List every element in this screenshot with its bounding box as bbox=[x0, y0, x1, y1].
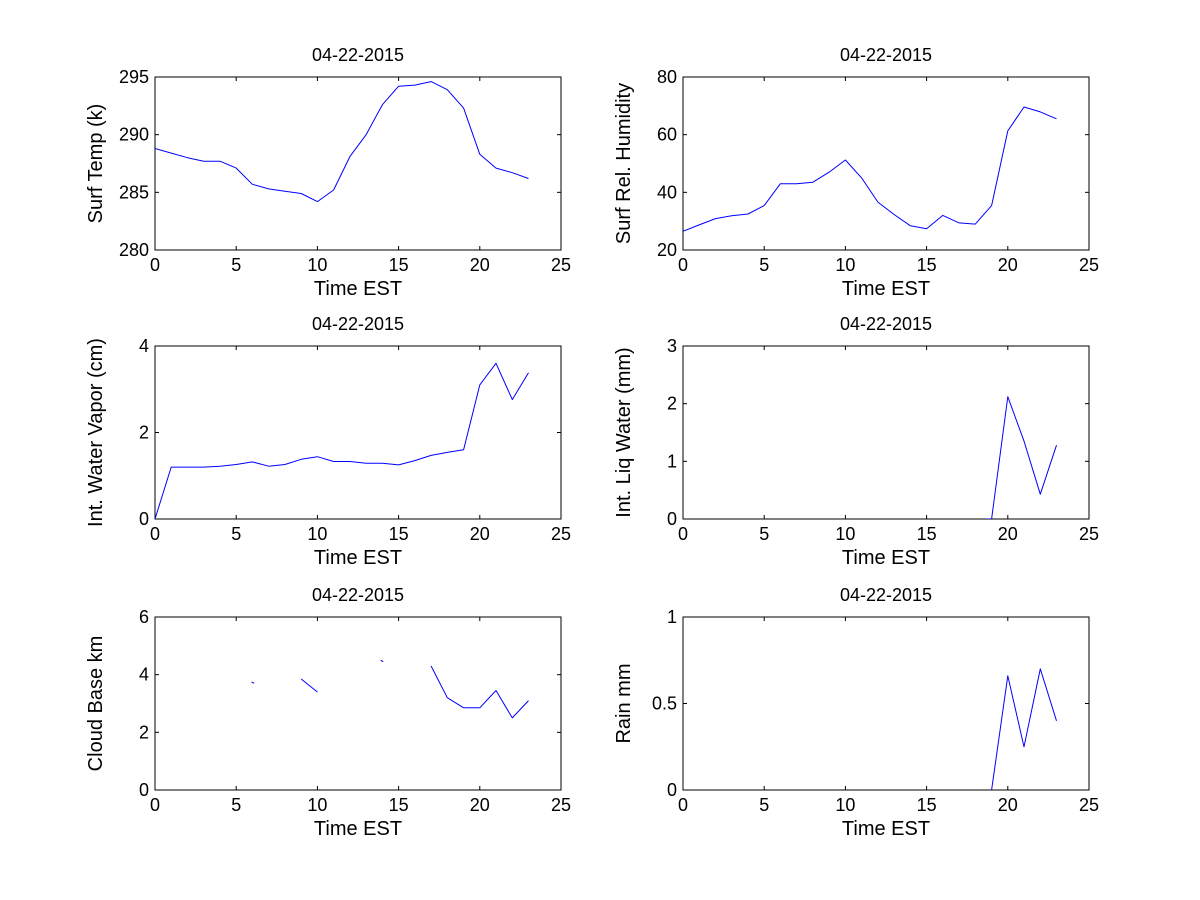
y-tick-label: 0 bbox=[667, 780, 677, 800]
y-tick-label: 4 bbox=[139, 336, 149, 356]
y-axis-label: Cloud Base km bbox=[85, 636, 107, 772]
x-tick-label: 15 bbox=[389, 255, 409, 275]
y-tick-label: 4 bbox=[139, 665, 149, 685]
x-tick-label: 10 bbox=[835, 524, 855, 544]
x-tick-label: 20 bbox=[470, 795, 490, 815]
y-tick-label: 6 bbox=[139, 607, 149, 627]
y-tick-label: 1 bbox=[667, 451, 677, 471]
x-tick-label: 25 bbox=[551, 255, 571, 275]
series-segment bbox=[430, 665, 529, 719]
subplot-2: 0 5 10 15 20 25 20 40 60 80 04-22-2015 Time EST Surf… bbox=[613, 45, 1099, 300]
x-tick-label: 0 bbox=[150, 524, 160, 544]
subplot-title: 04-22-2015 bbox=[840, 314, 932, 334]
y-axis-label: Int. Water Vapor (cm) bbox=[85, 338, 107, 527]
x-tick-label: 20 bbox=[998, 524, 1018, 544]
y-tick-label: 290 bbox=[119, 125, 149, 145]
x-axis-label: Time EST bbox=[314, 547, 402, 569]
x-tick-label: 5 bbox=[231, 524, 241, 544]
x-tick-label: 15 bbox=[389, 524, 409, 544]
x-axis-label: Time EST bbox=[842, 278, 930, 300]
y-tick-label: 0 bbox=[139, 509, 149, 529]
y-tick-label: 285 bbox=[119, 182, 149, 202]
y-tick-label: 280 bbox=[119, 240, 149, 260]
x-tick-label: 5 bbox=[759, 795, 769, 815]
x-tick-label: 20 bbox=[470, 255, 490, 275]
y-tick-label: 295 bbox=[119, 67, 149, 87]
x-axis-label: Time EST bbox=[842, 818, 930, 840]
y-tick-label: 0 bbox=[667, 509, 677, 529]
x-tick-label: 20 bbox=[470, 524, 490, 544]
x-tick-label: 10 bbox=[307, 255, 327, 275]
x-tick-label: 10 bbox=[307, 524, 327, 544]
series-line bbox=[155, 81, 529, 203]
subplot-title: 04-22-2015 bbox=[312, 45, 404, 65]
x-tick-label: 10 bbox=[835, 795, 855, 815]
subplot-title: 04-22-2015 bbox=[840, 45, 932, 65]
y-axis-label: Surf Rel. Humidity bbox=[613, 83, 635, 244]
subplot-6: 0 5 10 15 20 25 0 0.5 1 04-22-2015 Time EST Rain mm bbox=[613, 585, 1099, 840]
series-line bbox=[991, 668, 1057, 790]
y-axis-label: Int. Liq Water (mm) bbox=[613, 347, 635, 517]
x-tick-label: 25 bbox=[551, 795, 571, 815]
plot-area bbox=[682, 616, 1090, 791]
y-tick-label: 1 bbox=[667, 607, 677, 627]
y-tick-label: 80 bbox=[657, 67, 677, 87]
x-tick-label: 20 bbox=[998, 795, 1018, 815]
x-tick-label: 15 bbox=[389, 795, 409, 815]
x-tick-label: 15 bbox=[917, 255, 937, 275]
subplot-title: 04-22-2015 bbox=[840, 585, 932, 605]
subplot-title: 04-22-2015 bbox=[312, 585, 404, 605]
x-tick-label: 15 bbox=[917, 524, 937, 544]
x-tick-label: 5 bbox=[231, 255, 241, 275]
y-axis-label: Rain mm bbox=[613, 663, 635, 743]
x-tick-label: 15 bbox=[917, 795, 937, 815]
series-line bbox=[985, 396, 1057, 519]
plot-area bbox=[154, 616, 562, 791]
series-segment bbox=[380, 659, 384, 663]
y-axis-label: Surf Temp (k) bbox=[85, 104, 107, 224]
plot-area bbox=[154, 76, 562, 251]
x-tick-label: 5 bbox=[759, 524, 769, 544]
y-tick-label: 2 bbox=[139, 722, 149, 742]
x-tick-label: 25 bbox=[551, 524, 571, 544]
y-tick-label: 0 bbox=[139, 780, 149, 800]
x-tick-label: 5 bbox=[759, 255, 769, 275]
plot-area bbox=[682, 76, 1090, 251]
x-axis-label: Time EST bbox=[314, 278, 402, 300]
plot-area bbox=[682, 345, 1090, 520]
x-tick-label: 5 bbox=[231, 795, 241, 815]
subplot-title: 04-22-2015 bbox=[312, 314, 404, 334]
series-segment bbox=[251, 681, 255, 684]
x-axis-label: Time EST bbox=[314, 818, 402, 840]
series-line bbox=[155, 362, 529, 519]
x-tick-label: 20 bbox=[998, 255, 1018, 275]
y-tick-label: 0.5 bbox=[652, 694, 677, 714]
x-tick-label: 0 bbox=[678, 524, 688, 544]
x-tick-label: 10 bbox=[835, 255, 855, 275]
subplot-1: 0 5 10 15 20 25 280 285 290 295 04-22-2015 Time EST… bbox=[85, 45, 571, 300]
x-tick-label: 25 bbox=[1079, 524, 1099, 544]
y-tick-label: 2 bbox=[139, 423, 149, 443]
x-tick-label: 0 bbox=[150, 255, 160, 275]
x-tick-label: 25 bbox=[1079, 795, 1099, 815]
subplot-5: 0 5 10 15 20 25 0 2 4 6 04-22-2015 Time EST Cloud Ba… bbox=[85, 585, 571, 840]
x-tick-label: 10 bbox=[307, 795, 327, 815]
x-tick-label: 0 bbox=[678, 255, 688, 275]
y-tick-label: 3 bbox=[667, 336, 677, 356]
x-axis-label: Time EST bbox=[842, 547, 930, 569]
y-tick-label: 20 bbox=[657, 240, 677, 260]
y-tick-label: 40 bbox=[657, 182, 677, 202]
x-tick-label: 25 bbox=[1079, 255, 1099, 275]
series-line bbox=[683, 106, 1057, 232]
y-tick-label: 2 bbox=[667, 394, 677, 414]
series-segment bbox=[300, 678, 318, 693]
x-tick-label: 0 bbox=[678, 795, 688, 815]
x-tick-label: 0 bbox=[150, 795, 160, 815]
subplot-3: 0 5 10 15 20 25 0 2 4 04-22-2015 Time EST Int. Wate… bbox=[85, 314, 571, 569]
subplot-4: 0 5 10 15 20 25 0 1 2 3 04-22-2015 Time EST Int. Liq… bbox=[613, 314, 1099, 569]
y-tick-label: 60 bbox=[657, 125, 677, 145]
